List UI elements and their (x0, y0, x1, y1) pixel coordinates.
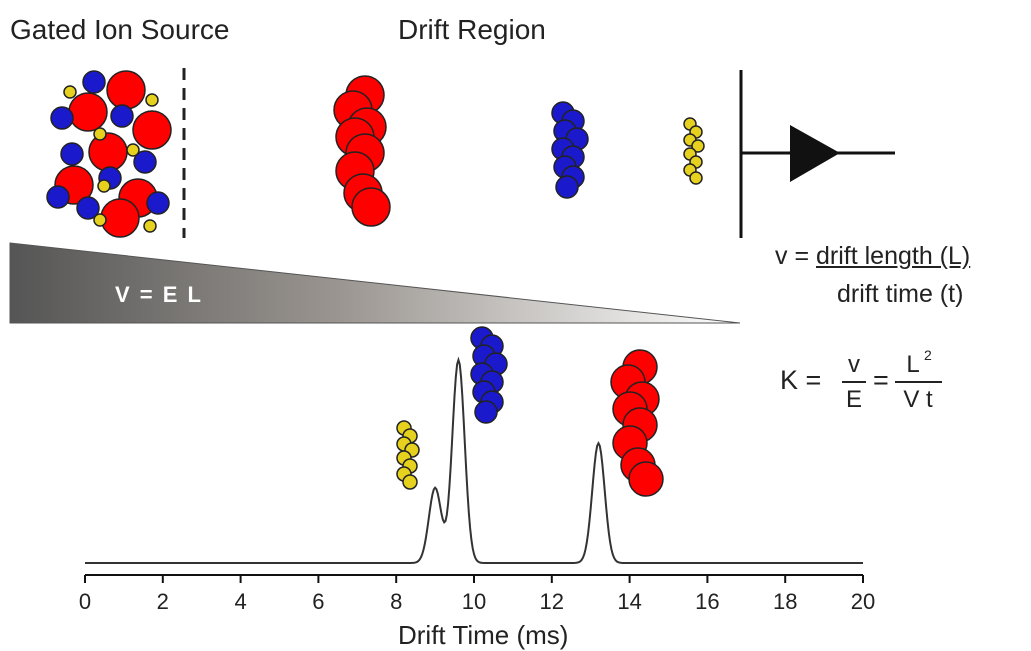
mobility-equation: K = v E = L 2 V t (780, 347, 942, 413)
small-ion (143, 219, 157, 233)
drift-region-label: Drift Region (398, 14, 546, 45)
mobility-frac2-num: L (906, 351, 919, 378)
detector-icon (739, 70, 895, 238)
mobility-lhs: K = (780, 365, 821, 395)
x-tick-label: 10 (462, 589, 486, 614)
x-axis-ticks: 0 2 4 6 8 10 12 14 16 18 20 (79, 575, 875, 614)
medium-ion (82, 70, 106, 94)
peak-large-ion-cluster (610, 349, 664, 497)
small-ion (93, 213, 107, 227)
small-ion (63, 85, 77, 99)
x-tick-label: 14 (617, 589, 641, 614)
velocity-equation: v = drift length (L) drift time (t) (775, 242, 971, 308)
small-ion (691, 139, 705, 153)
x-tick-label: 0 (79, 589, 91, 614)
x-tick-label: 8 (390, 589, 402, 614)
large-ion (100, 198, 140, 238)
voltage-gradient-ramp (9, 242, 741, 324)
small-ion (145, 93, 159, 107)
mobility-frac1-num: v (848, 351, 860, 378)
peak-small-ion-cluster (396, 420, 420, 490)
velocity-lhs: v = (775, 242, 810, 270)
medium-ion (50, 106, 74, 130)
x-tick-label: 6 (312, 589, 324, 614)
small-ion-cluster (683, 117, 705, 185)
drift-time-chart: 0 2 4 6 8 10 12 14 16 18 20 (79, 356, 875, 614)
medium-ion (46, 185, 70, 209)
medium-ion (474, 400, 498, 424)
large-ion (351, 187, 391, 227)
large-ion-cluster (333, 75, 391, 227)
x-tick-label: 16 (695, 589, 719, 614)
large-ion (68, 92, 108, 132)
velocity-denominator: drift time (t) (837, 280, 964, 308)
medium-ion-cluster (551, 101, 589, 199)
medium-ion (146, 191, 170, 215)
x-tick-label: 4 (234, 589, 246, 614)
x-tick-label: 20 (851, 589, 875, 614)
x-tick-label: 18 (773, 589, 797, 614)
mobility-frac2-sup: 2 (924, 347, 932, 363)
small-ion (402, 474, 418, 490)
large-ion (88, 132, 128, 172)
x-axis-title: Drift Time (ms) (398, 620, 569, 650)
medium-ion (555, 175, 579, 199)
source-ion-cloud (46, 70, 172, 238)
x-tick-label: 2 (157, 589, 169, 614)
mobility-eq-sign: = (873, 365, 889, 395)
voltage-equation-label: V = E L (115, 282, 203, 307)
medium-ion (110, 104, 134, 128)
small-ion (689, 171, 703, 185)
small-ion (97, 179, 111, 193)
large-ion (132, 110, 172, 150)
medium-ion (60, 142, 84, 166)
medium-ion (133, 150, 157, 174)
small-ion (93, 127, 107, 141)
peak-medium-ion-cluster (470, 326, 508, 424)
velocity-numerator: drift length (L) (816, 242, 971, 270)
large-ion (106, 70, 146, 110)
gated-ion-source-label: Gated Ion Source (10, 14, 230, 45)
mobility-frac1-den: E (846, 386, 862, 413)
mobility-frac2-den: V t (903, 386, 933, 413)
large-ion (628, 461, 664, 497)
small-ion (126, 143, 140, 157)
x-tick-label: 12 (540, 589, 564, 614)
medium-ion (76, 196, 100, 220)
drift-spectrum-trace (85, 356, 863, 564)
